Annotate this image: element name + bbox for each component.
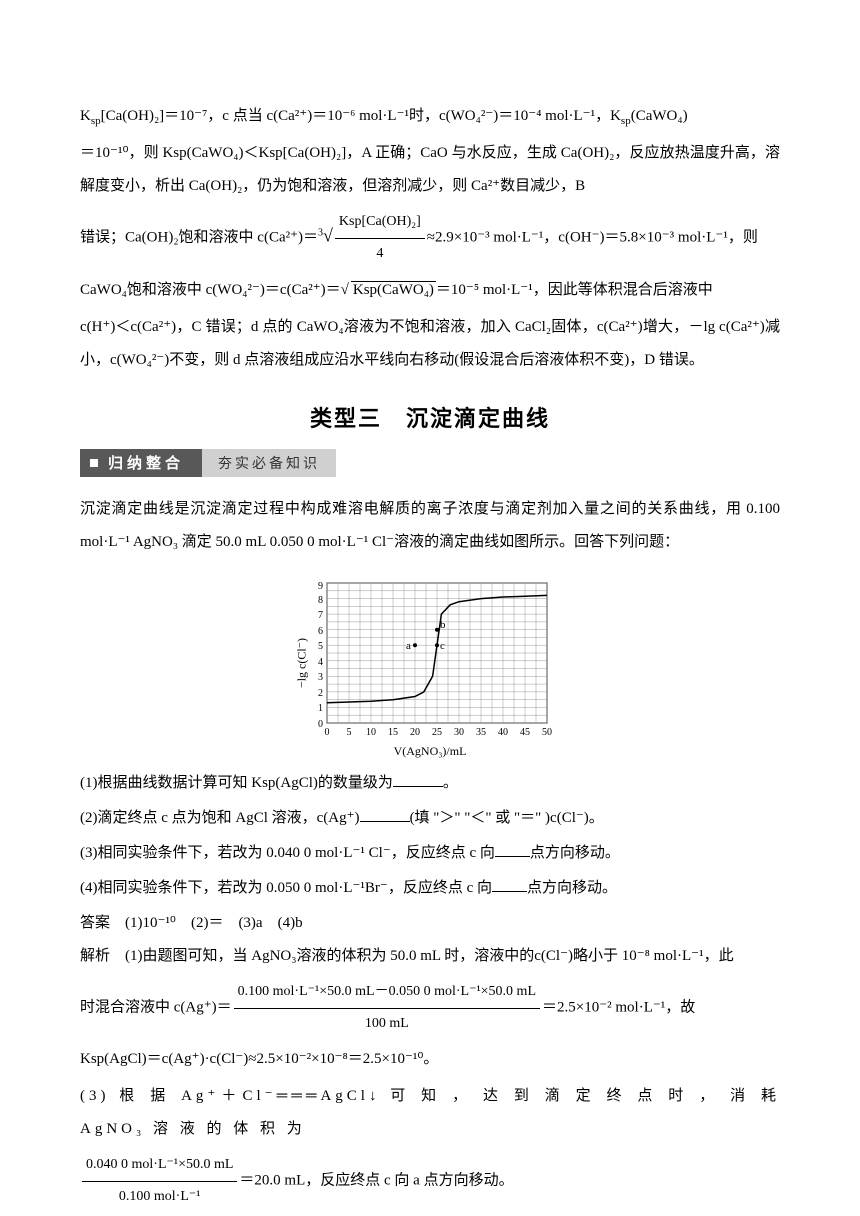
- intro-p1: Ksp[Ca(OH)₂]＝10⁻⁷，c 点当 c(Ca²⁺)＝10⁻⁶ mol·…: [80, 100, 780, 133]
- text: 错误；Ca(OH)₂饱和溶液中 c(Ca²⁺)＝: [80, 230, 318, 246]
- intro-p3: 错误；Ca(OH)₂饱和溶液中 c(Ca²⁺)＝3√Ksp[Ca(OH)₂]4≈…: [80, 207, 780, 270]
- explanation-e3: Ksp(AgCl)＝c(Ag⁺)·c(Cl⁻)≈2.5×10⁻²×10⁻⁸＝2.…: [80, 1043, 780, 1076]
- intro-p2: ＝10⁻¹⁰，则 Ksp(CaWO₄)＜Ksp[Ca(OH)₂]，A 正确；Ca…: [80, 137, 780, 203]
- chart-container: a b c 012 345 678 9 0510 152025 303540 4…: [80, 573, 780, 753]
- explanation-line: 解析 (1)由题图可知，当 AgNO₃溶液的体积为 50.0 mL 时，溶液中的…: [80, 940, 780, 973]
- svg-text:50: 50: [542, 727, 552, 738]
- text: (CaWO₄): [631, 108, 688, 124]
- frac-top: 0.100 mol·L⁻¹×50.0 mL－0.050 0 mol·L⁻¹×50…: [234, 977, 540, 1009]
- question-4: (4)相同实验条件下，若改为 0.050 0 mol·L⁻¹Br⁻，反应终点 c…: [80, 872, 780, 905]
- svg-text:2: 2: [318, 688, 323, 699]
- text: (填 "＞" "＜" 或 "＝" )c(Cl⁻)。: [410, 810, 604, 826]
- text: [Ca(OH)₂]＝10⁻⁷，c 点当 c(Ca²⁺)＝10⁻⁶ mol·L⁻¹…: [101, 108, 621, 124]
- text: ＝20.0 mL，反应终点 c 向 a 点方向移动。: [239, 1173, 513, 1189]
- svg-text:25: 25: [432, 727, 442, 738]
- svg-text:4: 4: [318, 657, 323, 668]
- svg-text:9: 9: [318, 581, 323, 592]
- text: ＝2.5×10⁻² mol·L⁻¹，故: [542, 1000, 695, 1016]
- text: ＝10⁻⁵ mol·L⁻¹，因此等体积混合后溶液中: [436, 282, 713, 298]
- svg-text:10: 10: [366, 727, 376, 738]
- text: (1)由题图可知，当 AgNO₃溶液的体积为 50.0 mL 时，溶液中的c(C…: [125, 948, 734, 964]
- blank-q4[interactable]: [492, 876, 527, 892]
- svg-text:40: 40: [498, 727, 508, 738]
- frac-bot: 4: [335, 239, 425, 270]
- frac-top: Ksp[Ca(OH)₂]: [335, 207, 425, 239]
- answer-content: (1)10⁻¹⁰ (2)＝ (3)a (4)b: [125, 915, 303, 931]
- intro-p5: c(H⁺)＜c(Ca²⁺)，C 错误；d 点的 CaWO₄溶液为不饱和溶液，加入…: [80, 311, 780, 377]
- svg-text:0: 0: [325, 727, 330, 738]
- banner-secondary: 夯实必备知识: [202, 449, 336, 477]
- text: 点方向移动。: [530, 845, 620, 861]
- sqrt: Ksp(CaWO₄): [351, 281, 436, 298]
- explanation-label: 解析: [80, 948, 110, 964]
- svg-text:1: 1: [318, 703, 323, 714]
- text: (1)根据曲线数据计算可知 Ksp(AgCl)的数量级为: [80, 775, 393, 791]
- svg-text:3: 3: [318, 672, 323, 683]
- svg-text:a: a: [406, 640, 411, 652]
- svg-text:45: 45: [520, 727, 530, 738]
- svg-text:30: 30: [454, 727, 464, 738]
- chart-svg: a b c 012 345 678 9 0510 152025 303540 4…: [285, 573, 575, 753]
- blank-q3[interactable]: [495, 841, 530, 857]
- svg-text:15: 15: [388, 727, 398, 738]
- explanation-e5: 0.040 0 mol·L⁻¹×50.0 mL0.100 mol·L⁻¹＝20.…: [80, 1150, 780, 1213]
- svg-text:5: 5: [318, 641, 323, 652]
- svg-text:b: b: [440, 619, 446, 631]
- intro-p4: CaWO₄饱和溶液中 c(WO₄²⁻)＝c(Ca²⁺)＝√Ksp(CaWO₄)＝…: [80, 274, 780, 307]
- banner-primary: 归纳整合: [80, 449, 202, 477]
- text: (3)相同实验条件下，若改为 0.040 0 mol·L⁻¹ Cl⁻，反应终点 …: [80, 845, 495, 861]
- frac-bot: 100 mL: [234, 1009, 540, 1040]
- text: 。: [443, 775, 458, 791]
- text: (4)相同实验条件下，若改为 0.050 0 mol·L⁻¹Br⁻，反应终点 c…: [80, 880, 492, 896]
- text: (2)滴定终点 c 点为饱和 AgCl 溶液，c(Ag⁺): [80, 810, 360, 826]
- explanation-e4: (3) 根 据 Ag⁺＋Cl⁻═══AgCl↓ 可 知 ， 达 到 滴 定 终 …: [80, 1080, 780, 1146]
- answer-line: 答案 (1)10⁻¹⁰ (2)＝ (3)a (4)b: [80, 907, 780, 940]
- question-1: (1)根据曲线数据计算可知 Ksp(AgCl)的数量级为 。: [80, 767, 780, 800]
- body-p1: 沉淀滴定曲线是沉淀滴定过程中构成难溶电解质的离子浓度与滴定剂加入量之间的关系曲线…: [80, 493, 780, 559]
- question-2: (2)滴定终点 c 点为饱和 AgCl 溶液，c(Ag⁺) (填 "＞" "＜" …: [80, 802, 780, 835]
- section-banner: 归纳整合 夯实必备知识: [80, 449, 780, 477]
- svg-text:8: 8: [318, 595, 323, 606]
- blank-q2[interactable]: [360, 806, 410, 822]
- svg-text:7: 7: [318, 610, 323, 621]
- text: K: [80, 108, 91, 124]
- svg-text:35: 35: [476, 727, 486, 738]
- answer-label: 答案: [80, 915, 110, 931]
- svg-text:5: 5: [347, 727, 352, 738]
- text: ≈2.9×10⁻³ mol·L⁻¹，c(OH⁻)＝5.8×10⁻³ mol·L⁻…: [427, 230, 758, 246]
- svg-text:0: 0: [318, 719, 323, 730]
- text: CaWO₄饱和溶液中 c(WO₄²⁻)＝c(Ca²⁺)＝: [80, 282, 341, 298]
- blank-q1[interactable]: [393, 771, 443, 787]
- frac-bot: 0.100 mol·L⁻¹: [82, 1182, 237, 1213]
- question-3: (3)相同实验条件下，若改为 0.040 0 mol·L⁻¹ Cl⁻，反应终点 …: [80, 837, 780, 870]
- titration-chart: a b c 012 345 678 9 0510 152025 303540 4…: [285, 573, 575, 753]
- frac-top: 0.040 0 mol·L⁻¹×50.0 mL: [82, 1150, 237, 1182]
- x-axis-label: V(AgNO₃)/mL: [394, 744, 467, 759]
- svg-text:20: 20: [410, 727, 420, 738]
- text: 时混合溶液中 c(Ag⁺)＝: [80, 1000, 232, 1016]
- text: 点方向移动。: [527, 880, 617, 896]
- section-title: 类型三 沉淀滴定曲线: [80, 401, 780, 433]
- explanation-e2: 时混合溶液中 c(Ag⁺)＝0.100 mol·L⁻¹×50.0 mL－0.05…: [80, 977, 780, 1040]
- y-axis-label: −lg c(Cl⁻): [295, 638, 310, 688]
- svg-text:6: 6: [318, 626, 323, 637]
- svg-text:c: c: [440, 640, 445, 652]
